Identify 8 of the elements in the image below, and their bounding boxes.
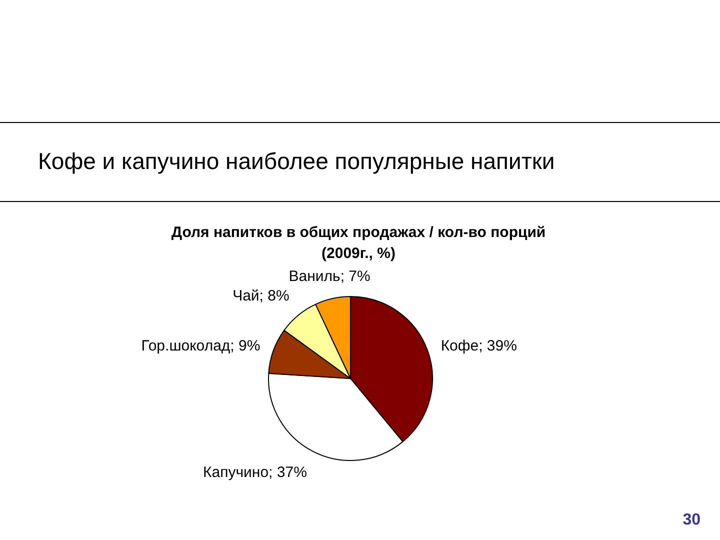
chart-subtitle: Доля напитков в общих продажах / кол-во порций (2009г., %) [171,224,546,262]
slice-label: Чай; 8% [232,288,290,305]
chart-title: Кофе и капучино наиболее популярные напитки [38,147,555,176]
slice-label: Ваниль; 7% [288,268,370,285]
slice-label: Кофе; 39% [440,337,517,354]
text: 30 [682,512,701,528]
slice-label: Гор.шоколад; 9% [141,337,260,354]
slice-label: Капучино; 37% [203,464,307,482]
